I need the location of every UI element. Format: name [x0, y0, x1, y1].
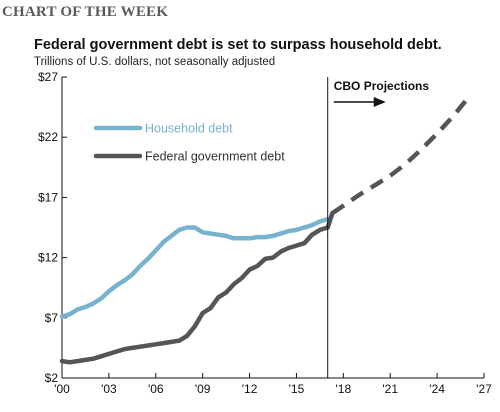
x-tick-label: '12 [242, 382, 258, 396]
projection-label: CBO Projections [334, 79, 430, 93]
x-tick-label: '21 [382, 382, 398, 396]
y-tick-label: $27 [38, 70, 58, 84]
y-tick-label: $17 [38, 190, 58, 204]
y-tick-label: $22 [38, 130, 58, 144]
x-tick-label: '24 [429, 382, 445, 396]
projection-arrow-icon [373, 97, 386, 107]
legend-household-label: Household debt [145, 122, 233, 136]
chart-axes: $2 $7 $12 $17 $22 $27 '00 '03 '06 '09 '12 '15 '18 '21… [38, 70, 492, 396]
x-tick-label: '27 [476, 382, 492, 396]
chart-legend: Household debt Federal government debt [93, 122, 285, 164]
x-tick-label: '00 [54, 382, 70, 396]
legend-federal-label: Federal government debt [145, 150, 285, 164]
y-tick-label: $2 [45, 371, 59, 385]
chart-annotations: CBO Projections [327, 77, 430, 378]
y-tick-label: $12 [38, 251, 58, 265]
household-debt-line [59, 216, 330, 319]
chart-kicker: CHART OF THE WEEK [2, 4, 169, 20]
x-tick-label: '18 [336, 382, 352, 396]
federal-debt-line [59, 210, 335, 365]
chart-title: Federal government debt is set to surpas… [34, 37, 442, 53]
chart-subtitle: Trillions of U.S. dollars, not seasonall… [34, 56, 276, 68]
cbo-projection-line [331, 96, 471, 215]
chart-series [59, 96, 471, 365]
x-tick-label: '09 [195, 382, 211, 396]
x-tick-label: '06 [148, 382, 164, 396]
x-tick-label: '15 [289, 382, 305, 396]
y-tick-label: $7 [45, 311, 59, 325]
x-tick-label: '03 [101, 382, 117, 396]
